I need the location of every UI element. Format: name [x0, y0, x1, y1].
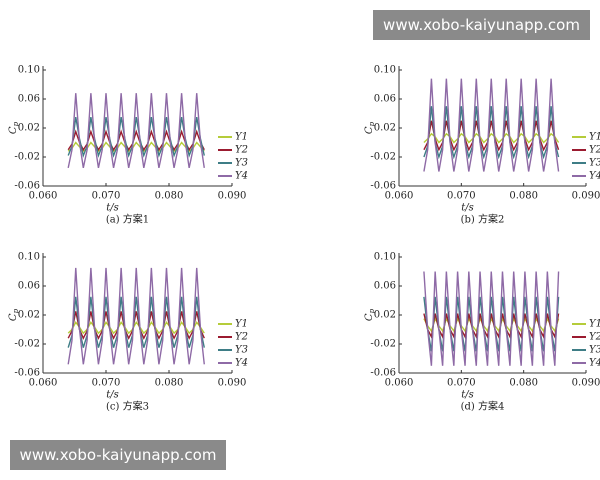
x-tick-label: 0.080: [155, 191, 184, 202]
x-tick-label: 0.070: [92, 191, 121, 202]
data-line: [67, 141, 205, 153]
x-tick-label: 0.070: [92, 378, 121, 389]
legend-label: Y2: [235, 332, 248, 343]
legend-label: Y4: [589, 171, 600, 182]
data-line: [423, 271, 560, 366]
y-tick-label: -0.02: [370, 339, 396, 350]
y-tick-label: -0.06: [370, 368, 396, 379]
legend-label: Y2: [235, 145, 248, 156]
y-tick-label: 0.06: [374, 281, 396, 292]
y-tick-label: -0.02: [370, 152, 396, 163]
y-tick-label: -0.06: [14, 368, 40, 379]
y-tick-label: 0.10: [18, 65, 40, 76]
y-tick-label: -0.02: [14, 152, 40, 163]
x-tick-label: 0.060: [29, 191, 58, 202]
legend-label: Y1: [235, 319, 248, 330]
y-tick-label: 0.02: [374, 123, 396, 134]
y-tick-label: 0.06: [374, 94, 396, 105]
y-axis-label-main: C: [364, 313, 375, 321]
y-axis-label: Cp: [364, 121, 377, 134]
x-tick-label: 0.060: [385, 191, 414, 202]
legend-label: Y2: [589, 332, 600, 343]
x-tick-label: 0.090: [218, 378, 247, 389]
watermark: www.xobo-kaiyunapp.com: [10, 440, 226, 470]
data-line: [423, 78, 560, 172]
legend-label: Y1: [589, 319, 600, 330]
data-line: [423, 313, 560, 339]
data-line: [423, 120, 560, 152]
legend-label: Y1: [589, 132, 600, 143]
legend-label: Y3: [235, 158, 248, 169]
data-line: [67, 296, 205, 348]
y-axis-label-main: C: [8, 313, 19, 321]
data-line: [423, 316, 560, 333]
data-line: [423, 132, 560, 144]
legend-label: Y4: [589, 358, 600, 369]
y-axis-label: Cp: [8, 121, 21, 134]
y-tick-label: -0.06: [14, 181, 40, 192]
caption: (a) 方案1: [106, 213, 149, 226]
x-tick-label: 0.080: [509, 191, 538, 202]
data-line: [67, 129, 205, 152]
y-tick-label: 0.10: [374, 65, 396, 76]
data-line: [67, 117, 205, 158]
y-tick-label: 0.10: [374, 252, 396, 263]
y-axis-label-main: C: [364, 126, 375, 134]
y-tick-label: 0.06: [18, 94, 40, 105]
legend-label: Y3: [589, 158, 600, 169]
data-line: [67, 320, 205, 335]
y-tick-label: 0.10: [18, 252, 40, 263]
x-tick-label: 0.080: [155, 378, 184, 389]
x-tick-label: 0.070: [447, 378, 476, 389]
data-line: [67, 311, 205, 340]
y-axis-label: Cp: [8, 308, 21, 321]
y-tick-label: 0.02: [374, 310, 396, 321]
legend-label: Y2: [589, 145, 600, 156]
y-axis-label-sub: p: [12, 121, 20, 126]
caption: (c) 方案3: [106, 400, 149, 413]
y-axis-label: Cp: [364, 308, 377, 321]
caption: (b) 方案2: [461, 213, 505, 226]
x-axis-label: t/s: [461, 203, 474, 214]
y-tick-label: 0.02: [18, 310, 40, 321]
legend-label: Y3: [589, 345, 600, 356]
data-line: [423, 106, 560, 160]
x-tick-label: 0.060: [29, 378, 58, 389]
y-axis-label-sub: p: [368, 121, 376, 126]
data-line: [67, 267, 205, 365]
x-axis-label: t/s: [106, 390, 119, 401]
x-tick-label: 0.090: [572, 191, 600, 202]
y-axis-label-sub: p: [368, 308, 376, 313]
y-tick-label: 0.06: [18, 281, 40, 292]
y-tick-label: -0.06: [370, 181, 396, 192]
y-axis-label-main: C: [8, 126, 19, 134]
watermark: www.xobo-kaiyunapp.com: [373, 10, 590, 40]
caption: (d) 方案4: [461, 400, 505, 413]
legend-label: Y4: [235, 171, 248, 182]
x-tick-label: 0.080: [509, 378, 538, 389]
y-axis-label-sub: p: [12, 308, 20, 313]
legend-label: Y1: [235, 132, 248, 143]
legend-label: Y3: [235, 345, 248, 356]
x-axis-label: t/s: [106, 203, 119, 214]
data-line: [67, 93, 205, 169]
x-tick-label: 0.090: [572, 378, 600, 389]
y-tick-label: 0.02: [18, 123, 40, 134]
x-tick-label: 0.060: [385, 378, 414, 389]
data-line: [423, 296, 560, 352]
y-tick-label: -0.02: [14, 339, 40, 350]
x-axis-label: t/s: [461, 390, 474, 401]
x-tick-label: 0.090: [218, 191, 247, 202]
legend-label: Y4: [235, 358, 248, 369]
x-tick-label: 0.070: [447, 191, 476, 202]
